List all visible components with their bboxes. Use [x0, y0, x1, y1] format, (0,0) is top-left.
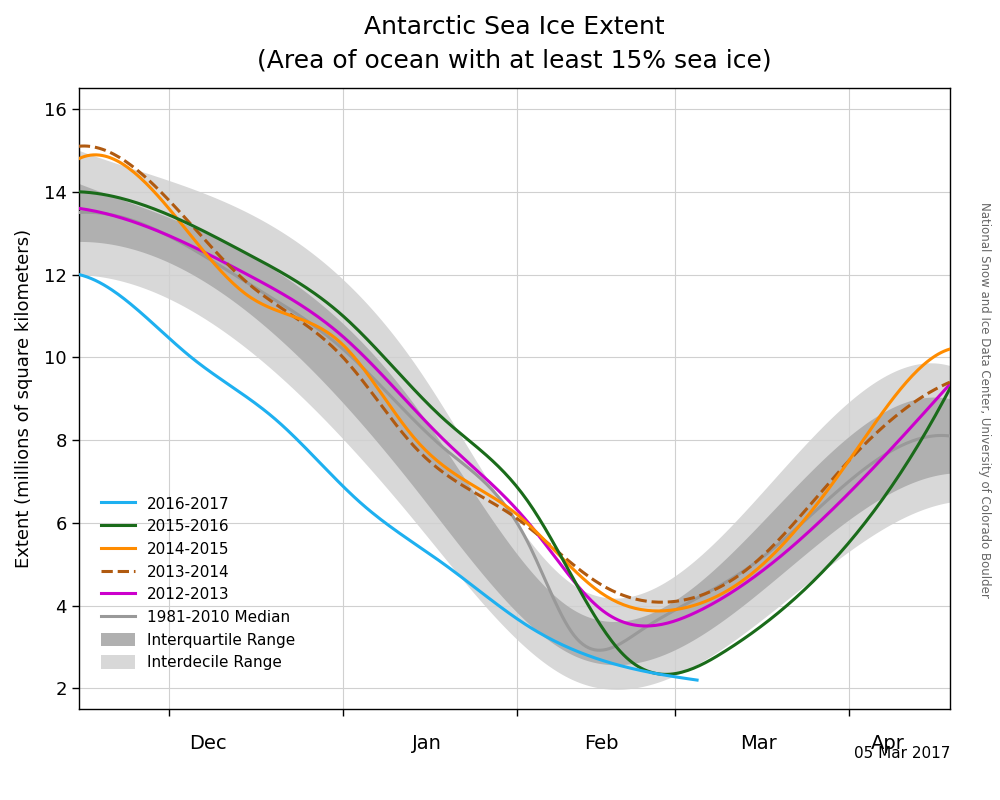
Text: Feb: Feb	[584, 734, 619, 753]
Text: Dec: Dec	[189, 734, 227, 753]
Text: Jan: Jan	[412, 734, 442, 753]
Text: Apr: Apr	[871, 734, 905, 753]
Text: Mar: Mar	[741, 734, 777, 753]
Text: 05 Mar 2017: 05 Mar 2017	[854, 746, 950, 762]
Y-axis label: Extent (millions of square kilometers): Extent (millions of square kilometers)	[15, 229, 33, 568]
Title: Antarctic Sea Ice Extent
(Area of ocean with at least 15% sea ice): Antarctic Sea Ice Extent (Area of ocean …	[257, 15, 772, 73]
Legend: 2016-2017, 2015-2016, 2014-2015, 2013-2014, 2012-2013, 1981-2010 Median, Interqu: 2016-2017, 2015-2016, 2014-2015, 2013-20…	[95, 490, 301, 677]
Text: National Snow and Ice Data Center, University of Colorado Boulder: National Snow and Ice Data Center, Unive…	[978, 202, 992, 598]
